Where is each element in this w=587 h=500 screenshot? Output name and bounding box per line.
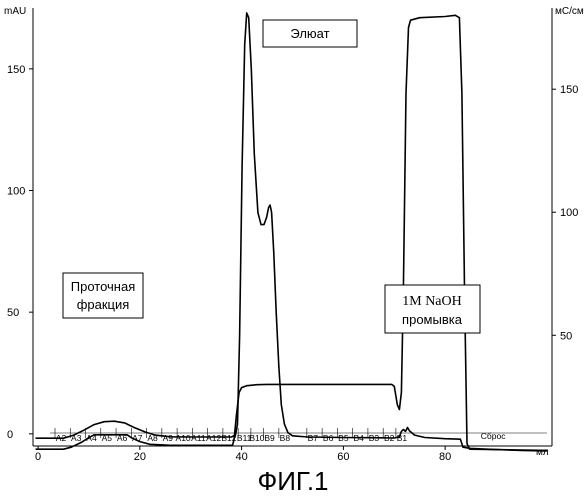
right-y-tick-label: 150 xyxy=(560,84,578,96)
right-y-tick-label: 50 xyxy=(560,330,572,342)
flowthrough-annotation: Проточная фракция xyxy=(63,273,143,318)
right-y-tick-label: 100 xyxy=(560,207,578,219)
naoh-label-line1: 1M NaOH xyxy=(402,294,462,309)
fraction-label: A10 xyxy=(176,433,191,443)
x-tick-label: 40 xyxy=(235,451,247,463)
left-axis-unit: mAU xyxy=(4,6,26,17)
left-y-tick-label: 100 xyxy=(7,186,25,198)
left-y-tick-label: 150 xyxy=(7,64,25,76)
series-line xyxy=(36,15,547,450)
x-axis-unit: мл xyxy=(536,447,549,458)
naoh-annotation: 1M NaOH промывка xyxy=(385,285,480,333)
fraction-label: B7 xyxy=(308,433,319,443)
figure-caption: ФИГ.1 xyxy=(257,466,328,496)
fraction-label: A11 xyxy=(191,433,206,443)
x-tick-label: 60 xyxy=(337,451,349,463)
fraction-end-label: Сброс xyxy=(481,431,506,441)
fraction-label: B1 xyxy=(397,433,408,443)
left-y-tick-label: 50 xyxy=(7,307,19,319)
fraction-label: B9 xyxy=(264,433,275,443)
flowthrough-label-line2: фракция xyxy=(77,297,130,312)
series-lines xyxy=(36,13,547,451)
flowthrough-label-line1: Проточная xyxy=(71,279,136,294)
naoh-label-line2: промывка xyxy=(402,312,463,327)
series-line xyxy=(36,13,547,451)
fraction-label: B10 xyxy=(249,433,264,443)
x-tick-label: 0 xyxy=(35,451,41,463)
x-tick-label: 20 xyxy=(134,451,146,463)
right-y-ticks: 50 100 150 xyxy=(552,84,578,342)
fraction-label: A12 xyxy=(206,433,221,443)
left-y-tick-label: 0 xyxy=(7,429,13,441)
x-tick-label: 80 xyxy=(439,451,451,463)
right-axis-unit: мС/см xyxy=(555,6,584,17)
eluate-label: Элюат xyxy=(290,26,329,41)
left-y-ticks: 0 50 100 150 xyxy=(7,64,33,441)
x-ticks: 0 20 40 60 80 xyxy=(35,446,451,463)
fraction-label: A9 xyxy=(163,433,174,443)
fraction-label: B8 xyxy=(280,433,291,443)
eluate-annotation: Элюат xyxy=(263,20,357,47)
